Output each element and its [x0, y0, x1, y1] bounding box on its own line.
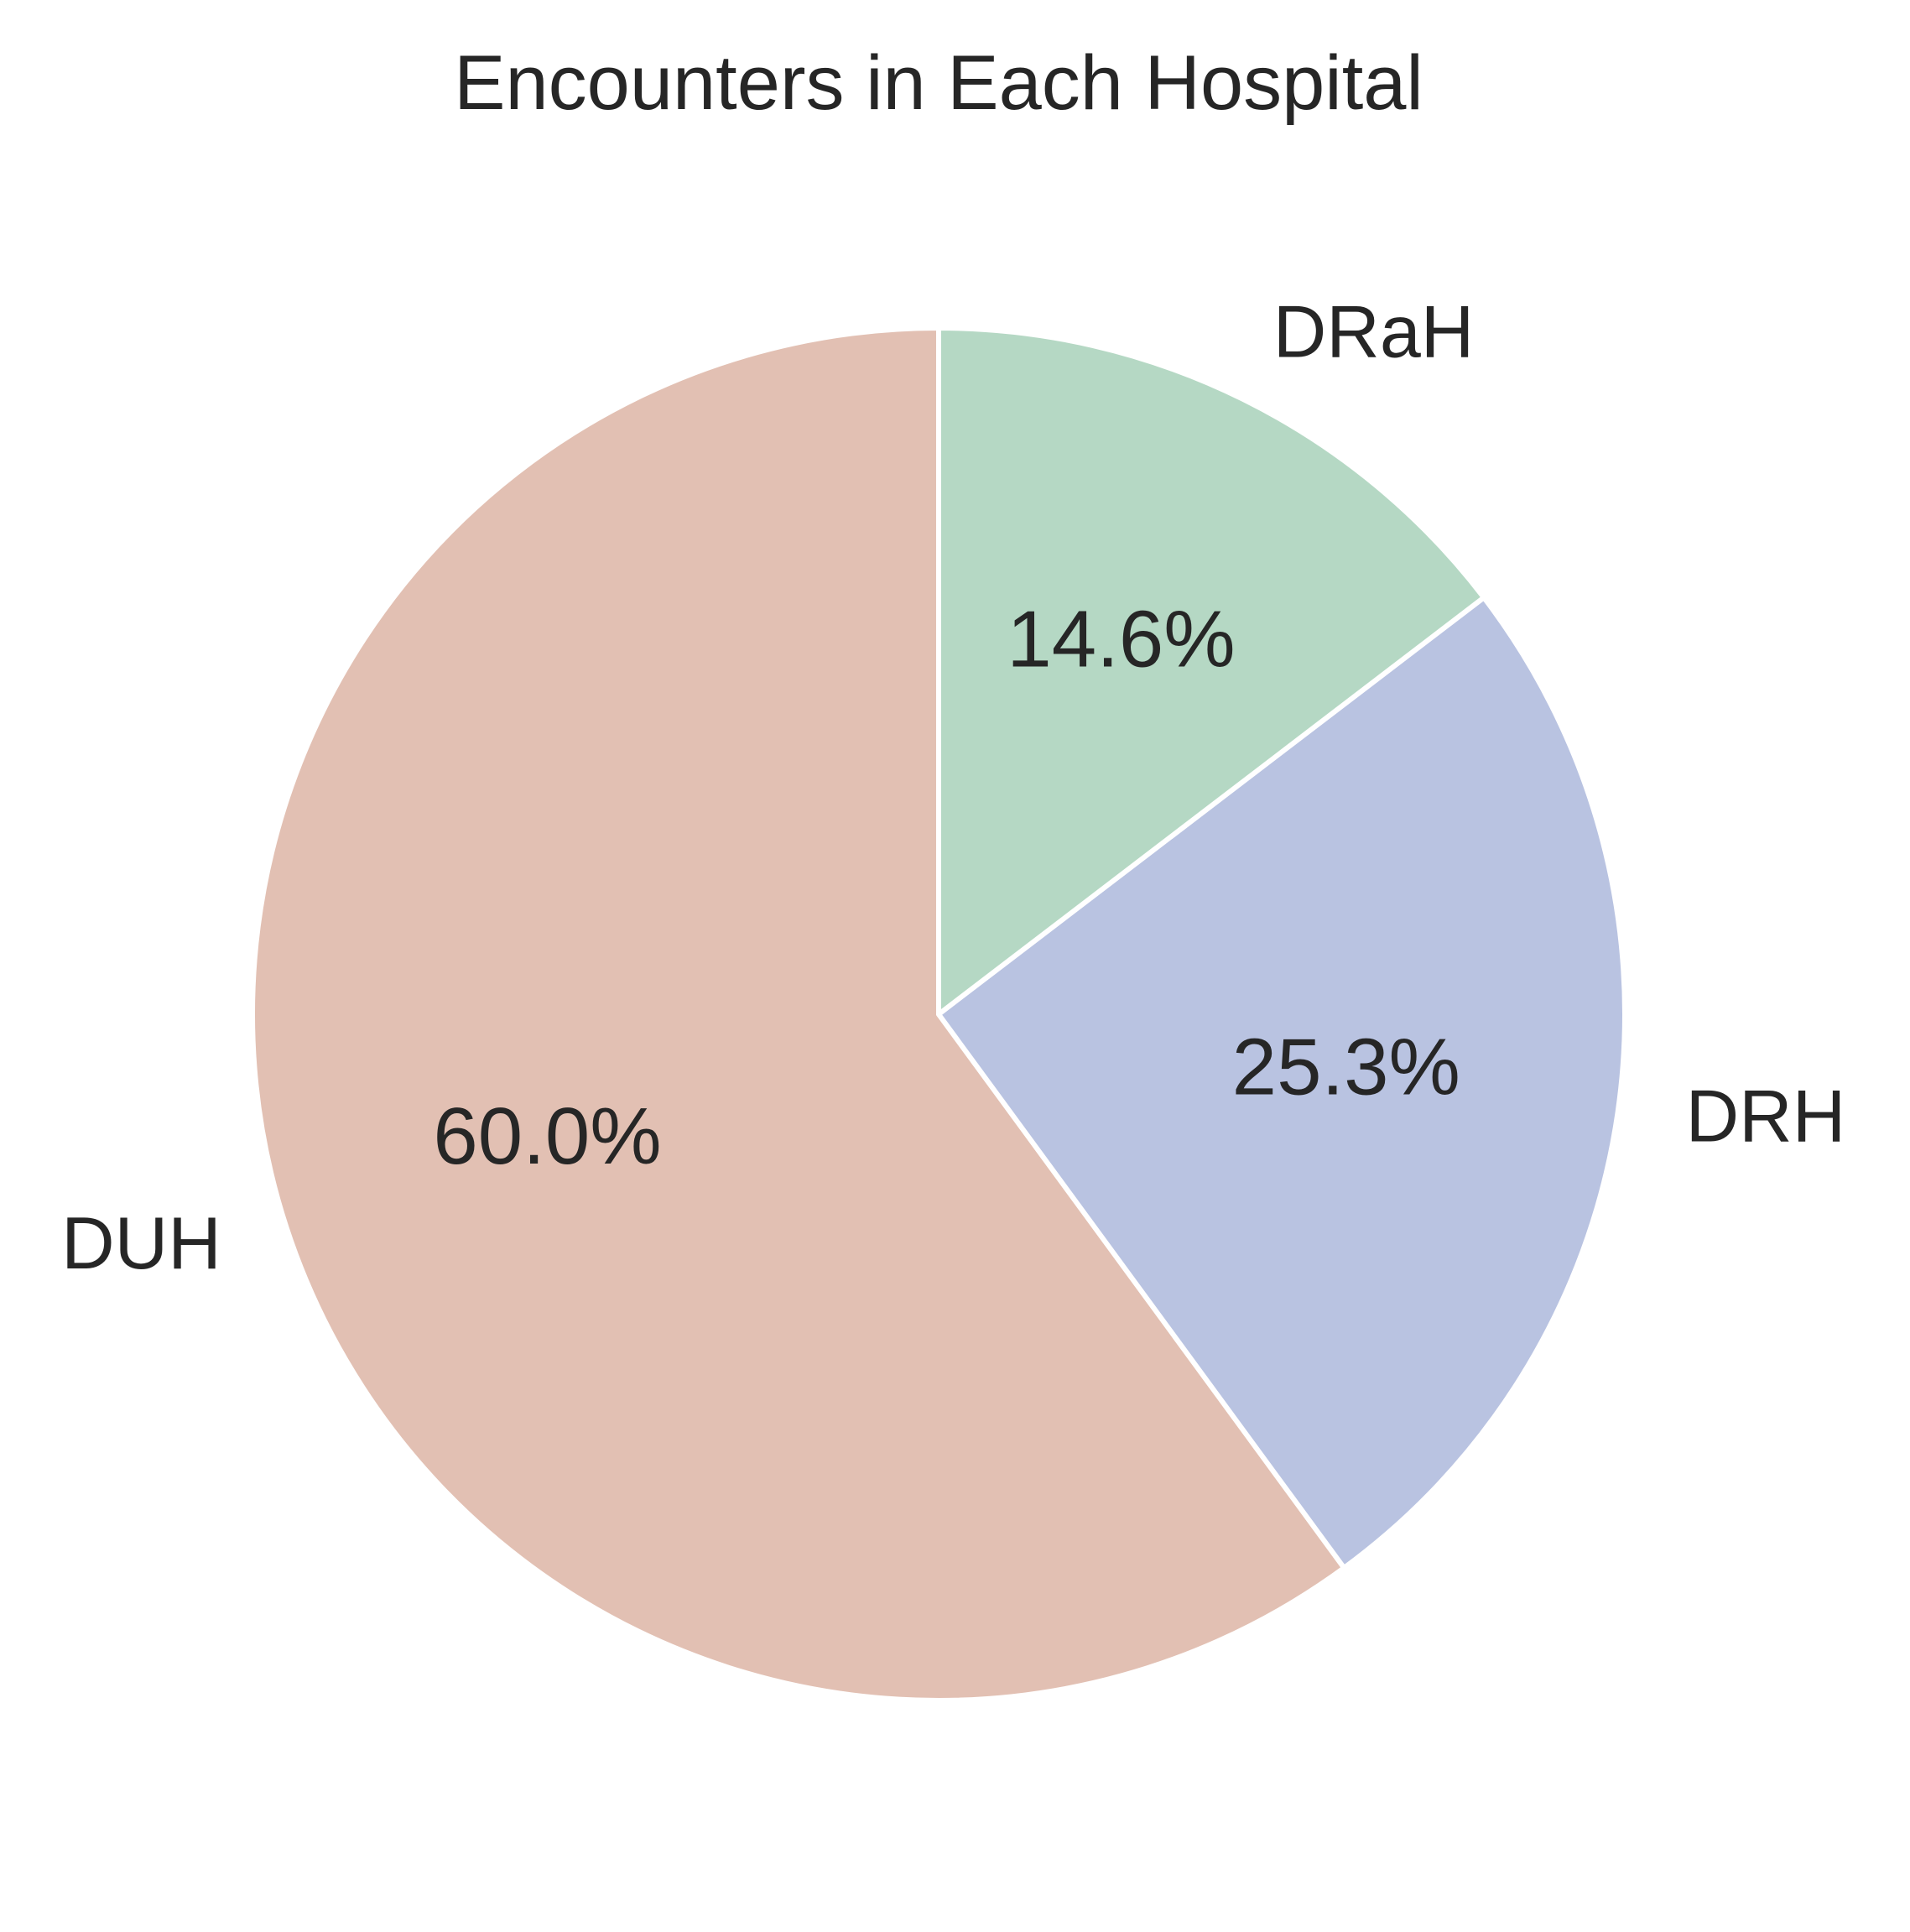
- pie-slice-duh: [250, 325, 1347, 1703]
- slice-label-duh: DUH: [61, 1201, 221, 1284]
- slice-label-drh: DRH: [1686, 1075, 1846, 1158]
- slice-percent-drh: 25.3%: [1232, 1022, 1460, 1112]
- chart-title: Encounters in Each Hospital: [454, 40, 1423, 126]
- slice-label-drah: DRaH: [1273, 290, 1475, 373]
- pie-slice-drah: [936, 325, 1486, 1017]
- pie-slices: [250, 325, 1627, 1703]
- slice-percent-duh: 60.0%: [433, 1091, 661, 1181]
- pie-slice-drh: [936, 595, 1627, 1570]
- pie-labels: DUH 60.0% DRH 25.3% DRaH 14.6%: [61, 290, 1845, 1284]
- slice-percent-drah: 14.6%: [1007, 594, 1235, 684]
